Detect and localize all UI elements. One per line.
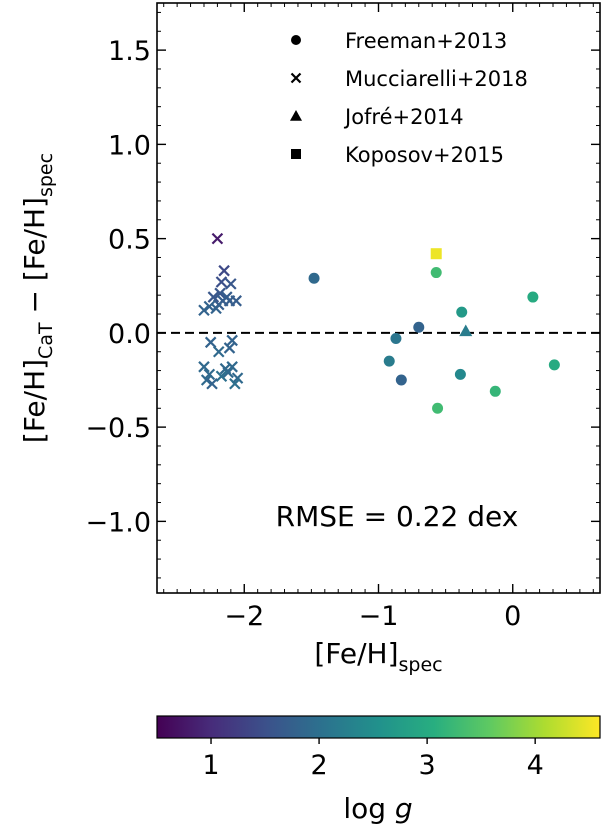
colorbar-title: log g xyxy=(343,792,412,825)
y-axis-title-sub1: CaT xyxy=(35,322,57,359)
x-marker-point xyxy=(222,366,234,379)
x-marker-point xyxy=(211,232,224,245)
circle-marker-point xyxy=(390,333,402,345)
colorbar-ticks: 1 2 3 4 xyxy=(202,738,544,781)
circle-marker-point xyxy=(456,306,468,318)
circle-marker-point xyxy=(489,385,501,397)
x-marker-point xyxy=(198,304,210,317)
x-marker-point xyxy=(231,372,244,384)
x-marker-point xyxy=(212,345,225,358)
y-axis-title: [Fe/H]CaT − [Fe/H]spec xyxy=(18,153,57,443)
legend: Freeman+2013 Mucciarelli+2018 Jofré+2014 Ko… xyxy=(290,29,528,167)
x-axis-title: [Fe/H]spec xyxy=(314,637,442,676)
y-tick-label: 1.5 xyxy=(108,36,151,67)
legend-square-icon xyxy=(291,149,301,159)
colorbar-tick-label: 4 xyxy=(527,750,544,781)
x-marker-point xyxy=(226,334,238,347)
x-marker-point xyxy=(229,377,241,390)
axis-ticks: −2 −1 0 −1.0 −0.5 0.0 0.5 1.0 1.5 xyxy=(85,3,600,632)
colorbar-tick-label: 3 xyxy=(419,750,436,781)
x-marker-point xyxy=(203,300,216,313)
legend-circle-icon xyxy=(291,35,301,45)
circle-marker-point xyxy=(308,272,320,284)
x-tick-label: 0 xyxy=(504,601,521,632)
x-marker-point xyxy=(207,291,220,303)
square-marker-point xyxy=(430,248,442,260)
y-axis-title-part1: [Fe/H] xyxy=(18,359,51,443)
colorbar-tick-label: 1 xyxy=(202,750,219,781)
x-marker-point xyxy=(218,264,230,277)
legend-label: Mucciarelli+2018 xyxy=(345,67,528,91)
colorbar-title-prefix: log xyxy=(343,792,395,825)
circle-marker-point xyxy=(413,321,425,333)
legend-triangle-icon xyxy=(290,110,302,121)
x-marker-point xyxy=(230,295,242,307)
circle-marker-point xyxy=(395,374,407,386)
x-axis-title-sub: spec xyxy=(399,654,443,676)
y-tick-label: 0.5 xyxy=(108,225,151,256)
x-marker-point xyxy=(203,368,216,381)
y-tick-label: 0.0 xyxy=(108,319,151,350)
x-axis-title-main: [Fe/H] xyxy=(314,637,398,670)
circle-marker-point xyxy=(432,402,444,414)
x-marker-point xyxy=(215,276,228,288)
x-marker-point xyxy=(225,278,237,290)
x-marker-point xyxy=(223,342,236,354)
y-tick-label: 1.0 xyxy=(108,130,151,161)
y-tick-label: −0.5 xyxy=(85,413,151,444)
circle-marker-point xyxy=(527,291,539,303)
x-tick-label: −2 xyxy=(224,601,264,632)
plot-area: −2 −1 0 −1.0 −0.5 0.0 0.5 1.0 1.5 xyxy=(85,2,601,632)
colorbar-title-var: g xyxy=(395,792,413,825)
x-marker-point xyxy=(206,377,218,390)
circle-marker-point xyxy=(383,355,395,367)
x-marker-point xyxy=(198,361,210,373)
x-marker-point xyxy=(200,374,213,386)
x-marker-point xyxy=(204,336,217,349)
x-marker-point xyxy=(215,370,228,383)
colorbar-gradient xyxy=(156,715,601,739)
circle-marker-point xyxy=(430,267,442,279)
x-marker-point xyxy=(214,287,226,300)
data-points xyxy=(198,232,560,414)
legend-x-icon xyxy=(290,72,302,84)
circle-marker-point xyxy=(454,368,466,380)
rmse-annotation: RMSE = 0.22 dex xyxy=(276,500,519,533)
legend-label: Freeman+2013 xyxy=(345,29,507,53)
colorbar-tick-label: 2 xyxy=(310,750,327,781)
triangle-marker-point xyxy=(459,324,473,337)
circle-marker-point xyxy=(548,359,560,371)
x-marker-point xyxy=(226,361,238,373)
legend-label: Koposov+2015 xyxy=(345,143,504,167)
y-axis-title-part2: − [Fe/H] xyxy=(18,197,51,322)
y-tick-label: −1.0 xyxy=(85,507,151,538)
legend-label: Jofré+2014 xyxy=(343,105,464,129)
x-marker-point xyxy=(210,302,222,315)
y-axis-title-sub2: spec xyxy=(35,153,57,197)
colorbar: 1 2 3 4 log g xyxy=(156,715,601,825)
x-tick-label: −1 xyxy=(359,601,399,632)
